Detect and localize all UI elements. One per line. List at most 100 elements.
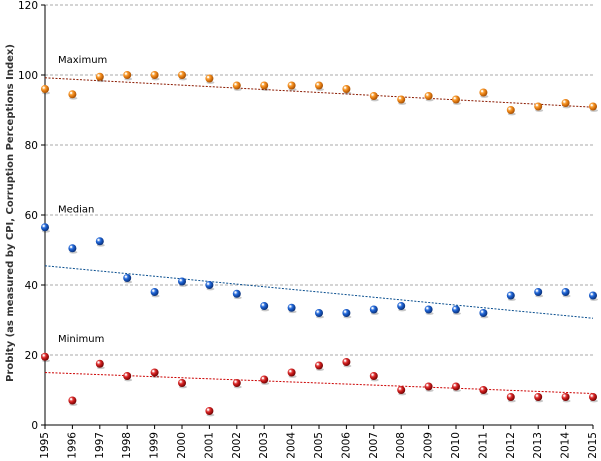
point-median-2011 (479, 309, 489, 319)
x-tick-label-2006: 2006 (340, 432, 352, 459)
point-minimum-2002 (232, 379, 242, 389)
trendline-maximum (44, 77, 594, 108)
series-label-maximum: Maximum (58, 55, 107, 66)
point-maximum-2007 (369, 92, 379, 102)
point-median-2003 (260, 302, 270, 312)
point-median-2000 (178, 277, 187, 287)
point-median-2008 (397, 302, 407, 312)
x-tick-label-1995: 1995 (39, 432, 51, 459)
y-tick-label-100: 100 (18, 70, 38, 82)
point-maximum-2005 (315, 81, 324, 91)
trend-lines (44, 77, 594, 394)
point-minimum-2003 (260, 375, 270, 385)
x-tick-label-2010: 2010 (450, 432, 462, 459)
point-median-1996 (68, 244, 78, 254)
point-median-2005 (315, 309, 324, 319)
point-minimum-2000 (178, 379, 187, 389)
x-tick-label-1997: 1997 (94, 432, 106, 459)
point-minimum-2008 (397, 386, 407, 396)
data-points (41, 71, 598, 417)
point-median-2006 (342, 309, 352, 319)
x-tick-label-2015: 2015 (587, 432, 599, 459)
point-maximum-2010 (452, 95, 461, 105)
point-maximum-2004 (287, 81, 297, 91)
point-minimum-1995 (41, 352, 50, 363)
point-maximum-2002 (232, 81, 242, 91)
point-maximum-2012 (506, 106, 516, 116)
point-maximum-1997 (95, 72, 105, 83)
point-minimum-2014 (561, 393, 571, 403)
point-median-2001 (205, 281, 215, 291)
point-median-1999 (150, 288, 160, 298)
point-minimum-2013 (534, 393, 544, 403)
point-maximum-2000 (178, 71, 187, 81)
y-tick-label-20: 20 (25, 350, 38, 362)
point-maximum-2011 (479, 88, 489, 98)
point-median-1997 (95, 237, 105, 247)
x-tick-label-2011: 2011 (477, 432, 489, 459)
point-median-2015 (589, 291, 598, 301)
point-median-2010 (452, 305, 461, 315)
point-minimum-2007 (369, 372, 379, 382)
x-tick-label-1996: 1996 (66, 432, 78, 459)
point-median-2002 (232, 289, 242, 300)
x-tick-label-2004: 2004 (286, 432, 298, 459)
y-tick-label-60: 60 (25, 210, 38, 222)
x-tick-label-1999: 1999 (149, 432, 161, 459)
x-tick-label-2009: 2009 (423, 432, 435, 459)
x-tick-label-2014: 2014 (560, 432, 572, 459)
y-tick-label-40: 40 (25, 280, 38, 292)
point-minimum-2010 (452, 382, 461, 392)
series-labels: Maximum Median Minimum (58, 55, 107, 345)
series-label-minimum: Minimum (58, 334, 104, 345)
point-minimum-1998 (123, 372, 133, 382)
tick-labels: 0 20 40 60 80 100 120 1995 1996 1997 1998 1999 2000 2… (18, 0, 599, 459)
point-median-2007 (369, 305, 379, 315)
point-minimum-2012 (506, 393, 516, 403)
point-minimum-1996 (68, 396, 78, 406)
x-tick-label-1998: 1998 (121, 432, 133, 459)
x-tick-label-2012: 2012 (505, 432, 517, 459)
trendline-median (44, 265, 594, 319)
point-median-2014 (561, 288, 571, 298)
point-median-2013 (534, 288, 544, 298)
point-median-1995 (41, 223, 50, 233)
x-tick-label-2003: 2003 (258, 432, 270, 459)
x-tick-label-2013: 2013 (532, 432, 544, 459)
x-tick-label-2005: 2005 (313, 432, 325, 459)
y-axis-title: Probity (as measured by CPI, Corruption … (5, 44, 16, 382)
point-minimum-2004 (287, 368, 297, 378)
x-tick-label-2000: 2000 (176, 432, 188, 459)
point-maximum-1999 (150, 71, 160, 81)
point-maximum-2003 (260, 81, 270, 91)
point-median-1998 (123, 274, 133, 284)
point-maximum-2006 (342, 85, 352, 95)
point-minimum-2011 (479, 386, 489, 396)
point-minimum-2009 (424, 382, 434, 392)
point-maximum-2001 (205, 74, 215, 84)
point-median-2004 (287, 303, 297, 314)
point-median-2012 (506, 291, 516, 301)
point-minimum-2006 (342, 358, 352, 368)
series-label-median: Median (58, 204, 94, 215)
point-maximum-2013 (534, 102, 544, 112)
point-maximum-1998 (123, 71, 133, 81)
y-tick-label-0: 0 (31, 420, 38, 432)
point-maximum-2009 (424, 92, 434, 102)
y-tick-label-120: 120 (18, 0, 38, 12)
point-median-2009 (424, 305, 434, 315)
point-minimum-2015 (589, 393, 598, 403)
point-minimum-2005 (315, 361, 324, 371)
x-tick-label-2008: 2008 (395, 432, 407, 459)
point-minimum-1999 (150, 368, 160, 378)
point-minimum-2001 (205, 407, 215, 417)
point-maximum-1996 (68, 90, 78, 100)
point-maximum-2008 (397, 95, 407, 105)
trendline-minimum (44, 372, 594, 394)
point-maximum-2014 (561, 99, 571, 109)
x-tick-label-2002: 2002 (231, 432, 243, 459)
y-tick-label-80: 80 (25, 140, 38, 152)
point-maximum-2015 (589, 102, 598, 112)
